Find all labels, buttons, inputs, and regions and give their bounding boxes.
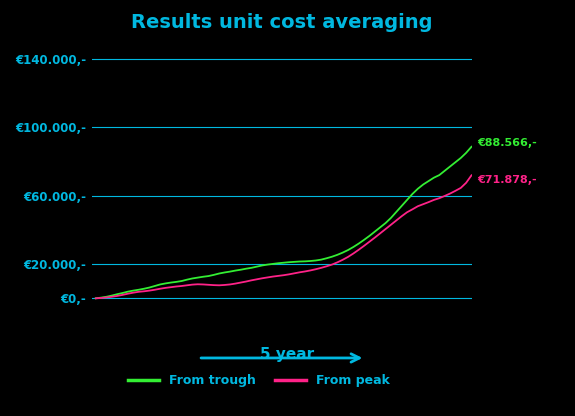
Text: €88.566,-: €88.566,- (477, 138, 537, 149)
Title: Results unit cost averaging: Results unit cost averaging (131, 13, 432, 32)
Text: 5 year: 5 year (260, 347, 315, 362)
Legend: From trough, From peak: From trough, From peak (123, 369, 395, 392)
Text: €71.878,-: €71.878,- (477, 176, 537, 186)
